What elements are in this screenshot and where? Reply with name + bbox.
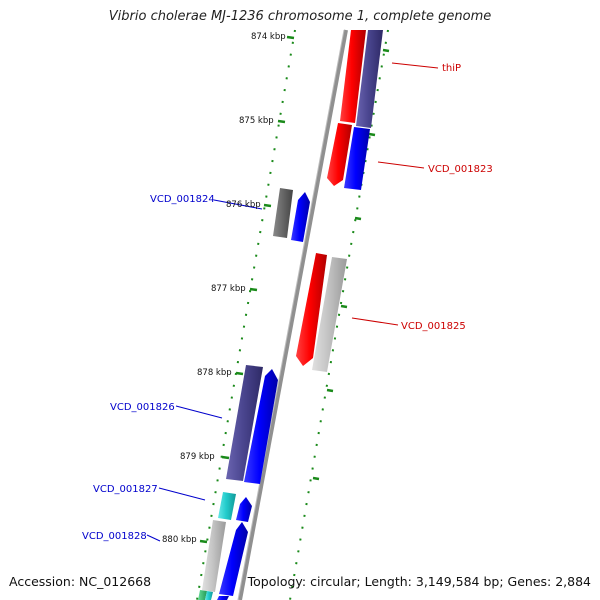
leader-lines (146, 62, 439, 542)
outer-tick (340, 304, 348, 309)
gene-label-vcd-001824[interactable]: VCD_001824 (150, 194, 215, 205)
vcd-001824-leader (213, 199, 263, 210)
gene-vcd-001825-grey-arrow[interactable] (312, 257, 347, 372)
tick-880 (199, 539, 208, 544)
vcd-001828-leader (146, 534, 161, 542)
gene-label-vcd-001826[interactable]: VCD_001826 (110, 402, 175, 413)
map-title: Vibrio cholerae MJ-1236 chromosome 1, co… (108, 9, 492, 24)
genome-backbone-inner (237, 29, 345, 600)
vcd-001827-leader (158, 487, 206, 501)
vcd-001825-leader (351, 317, 399, 326)
gene-vcd-001827-arrow[interactable] (236, 497, 252, 522)
accession-text: Accession: NC_012668 (9, 574, 152, 589)
kbp-label-874: 874 kbp (251, 32, 286, 42)
outer-tick (312, 476, 320, 481)
tick-879 (221, 455, 230, 460)
gene-label-thiP[interactable]: thiP (442, 63, 461, 74)
gene-bottom-blue-arrow[interactable] (217, 596, 229, 600)
genome-stats-text: Topology: circular; Length: 3,149,584 bp… (247, 574, 591, 589)
tick-878 (235, 371, 244, 376)
kbp-label-877: 877 kbp (211, 284, 246, 294)
tick-875 (277, 119, 286, 124)
gene-vcd-001823-arrow[interactable] (327, 123, 352, 186)
kbp-label-880: 880 kbp (162, 535, 197, 545)
gene-vcd-001828-arrow[interactable] (219, 522, 248, 596)
gene-label-vcd-001825[interactable]: VCD_001825 (401, 321, 466, 332)
outer-tick (368, 132, 376, 137)
gene-thiP-arrow[interactable] (340, 30, 366, 123)
tick-874 (286, 35, 295, 40)
kbp-label-875: 875 kbp (239, 116, 274, 126)
gene-vcd-001825-arrow[interactable] (296, 253, 327, 366)
outer-guide-line (289, 29, 389, 600)
genome-backbone (238, 29, 348, 600)
gene-vcd-001828-grey-arrow[interactable] (202, 520, 226, 592)
kbp-label-876: 876 kbp (226, 200, 261, 210)
gene-vcd-001824-grey-arrow[interactable] (273, 188, 293, 238)
gene-thiP-navy-arrow[interactable] (356, 30, 383, 128)
gene-vcd-001826-navy-arrow[interactable] (226, 365, 263, 481)
inner-guide-line (196, 29, 296, 600)
vcd-001823-leader (377, 161, 425, 169)
tick-876 (263, 203, 272, 208)
gene-vcd-001823-blue-arrow[interactable] (344, 127, 370, 190)
vcd-001826-leader (175, 405, 223, 419)
gene-label-vcd-001827[interactable]: VCD_001827 (93, 484, 158, 495)
kbp-label-879: 879 kbp (180, 452, 215, 462)
tick-877 (249, 287, 258, 292)
gene-bottom-green-arrow[interactable] (198, 590, 207, 600)
gene-label-vcd-001823[interactable]: VCD_001823 (428, 164, 493, 175)
gene-vcd-001826-arrow[interactable] (244, 369, 278, 484)
kbp-label-878: 878 kbp (197, 368, 232, 378)
thiP-leader (391, 62, 439, 69)
outer-tick (354, 216, 362, 221)
gene-vcd-001827-cyan-arrow[interactable] (218, 492, 236, 520)
kbp-ticks (199, 35, 390, 544)
outer-tick (326, 388, 334, 393)
outer-tick (382, 48, 390, 53)
gene-vcd-001824-arrow[interactable] (291, 192, 310, 242)
gene-label-vcd-001828[interactable]: VCD_001828 (82, 531, 147, 542)
gene-bottom-cyan-arrow[interactable] (205, 591, 213, 600)
